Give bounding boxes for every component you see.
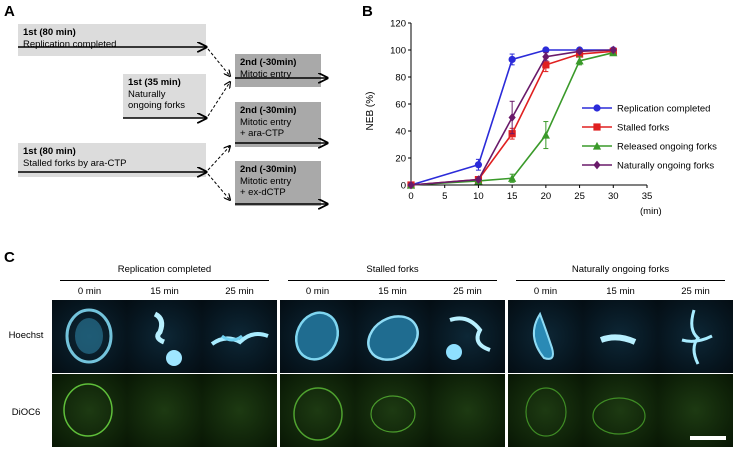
micrograph-hoechst	[430, 300, 505, 373]
x-tick-label: 0	[408, 191, 413, 202]
micrograph-hoechst	[280, 300, 355, 373]
time-label: 0 min	[533, 286, 558, 297]
x-tick-label: 5	[442, 191, 447, 202]
box-text: Replication completed	[23, 38, 117, 50]
series-naturally-ongoing-forks	[407, 45, 617, 190]
box-text: Mitotic entry	[240, 175, 292, 187]
legend-marker	[593, 160, 601, 170]
micrograph-hoechst	[583, 300, 658, 373]
micrograph-dioc6	[658, 374, 733, 447]
row-label-dioc6: DiOC6	[11, 407, 41, 418]
time-label: 25 min	[681, 286, 710, 297]
box-replication-completed: 1st (80 min) Replication completed	[18, 24, 206, 56]
series-line	[410, 49, 614, 186]
x-axis-unit: (min)	[640, 206, 662, 217]
time-label: 25 min	[453, 286, 482, 297]
micrograph-hoechst	[202, 300, 277, 373]
micrograph-dioc6	[508, 374, 583, 447]
box-text: + ara-CTP	[240, 128, 285, 139]
box-text: Mitotic entry	[240, 116, 292, 128]
legend-entry: Released ongoing forks	[617, 142, 717, 153]
box-title: 2nd (-30min)	[240, 57, 297, 68]
time-label: 0 min	[77, 286, 102, 297]
box-mitotic-entry-dctp: 2nd (-30min) Mitotic entry + ex-dCTP	[235, 161, 321, 206]
time-label: 15 min	[606, 286, 635, 297]
y-tick-label: 80	[395, 73, 406, 84]
legend-marker	[593, 104, 601, 112]
micrograph-hoechst	[355, 300, 430, 373]
x-tick-label: 35	[642, 191, 653, 202]
micrograph-dioc6	[52, 374, 127, 447]
data-point	[542, 46, 550, 54]
data-point	[407, 180, 415, 190]
box-mitotic-entry-ara: 2nd (-30min) Mitotic entry + ara-CTP	[235, 102, 321, 147]
y-tick-label: 0	[401, 181, 406, 192]
group-label: Stalled forks	[366, 264, 419, 275]
micrograph-dioc6	[127, 374, 202, 447]
panel-label-b: B	[362, 3, 373, 20]
box-text: ongoing forks	[128, 100, 186, 111]
group-label: Naturally ongoing forks	[571, 264, 670, 275]
x-tick-label: 30	[608, 191, 619, 202]
box-title: 1st (80 min)	[23, 27, 76, 38]
x-tick-label: 15	[507, 191, 518, 202]
data-point	[508, 174, 517, 182]
series-line	[410, 49, 614, 186]
legend-entry: Stalled forks	[617, 123, 670, 134]
group-divider	[60, 280, 269, 281]
box-title: 2nd (-30min)	[240, 105, 297, 116]
x-tick-label: 25	[574, 191, 585, 202]
y-tick-label: 60	[395, 100, 406, 111]
legend-entry: Naturally ongoing forks	[617, 161, 714, 172]
group-label: Replication completed	[117, 264, 212, 275]
y-tick-label: 20	[395, 154, 406, 165]
micrograph-dioc6	[583, 374, 658, 447]
box-naturally-ongoing: 1st (35 min) Naturally ongoing forks	[123, 74, 206, 118]
box-text: + ex-dCTP	[240, 187, 286, 198]
data-point	[541, 130, 550, 139]
micrograph-hoechst	[127, 300, 202, 373]
x-tick-label: 10	[473, 191, 484, 202]
y-tick-label: 120	[390, 19, 406, 30]
y-tick-label: 40	[395, 127, 406, 138]
box-title: 1st (35 min)	[128, 77, 181, 88]
group-divider	[288, 280, 497, 281]
micrograph-dioc6	[280, 374, 355, 447]
legend-marker	[592, 141, 602, 150]
x-tick-label: 20	[541, 191, 552, 202]
y-axis-label: NEB (%)	[365, 92, 376, 131]
series-line	[410, 51, 614, 186]
box-text: Stalled forks by ara-CTP	[23, 157, 127, 169]
micrograph-dioc6	[430, 374, 505, 447]
y-tick-label: 100	[390, 46, 406, 57]
micrograph-dioc6	[202, 374, 277, 447]
group-divider	[516, 280, 725, 281]
scale-bar	[690, 436, 726, 440]
panel-label-c: C	[4, 249, 15, 266]
data-point	[474, 161, 483, 169]
micrograph-hoechst	[658, 300, 733, 373]
panel-a-arrows	[18, 0, 340, 220]
legend-marker	[593, 123, 601, 131]
data-point	[508, 55, 516, 64]
time-label: 0 min	[305, 286, 330, 297]
time-label: 15 min	[378, 286, 407, 297]
data-point	[542, 61, 550, 69]
box-title: 1st (80 min)	[23, 146, 76, 157]
legend-entry: Replication completed	[617, 104, 710, 115]
micrograph-hoechst	[52, 300, 127, 373]
time-label: 15 min	[150, 286, 179, 297]
micrograph-dioc6	[355, 374, 430, 447]
neb-line-chart: NEB (%) (min) 0 20 40 60 80 100 120 0 5 10 15 20 25 3…	[365, 19, 717, 218]
row-label-hoechst: Hoechst	[8, 330, 44, 341]
panel-label-a: A	[4, 3, 15, 20]
box-text: Naturally	[128, 88, 166, 100]
data-point	[575, 56, 584, 65]
time-label: 25 min	[225, 286, 254, 297]
box-title: 2nd (-30min)	[240, 164, 297, 175]
box-mitotic-entry: 2nd (-30min) Mitotic entry	[235, 54, 321, 87]
micrograph-hoechst	[508, 300, 583, 373]
box-text: Mitotic entry	[240, 68, 292, 80]
